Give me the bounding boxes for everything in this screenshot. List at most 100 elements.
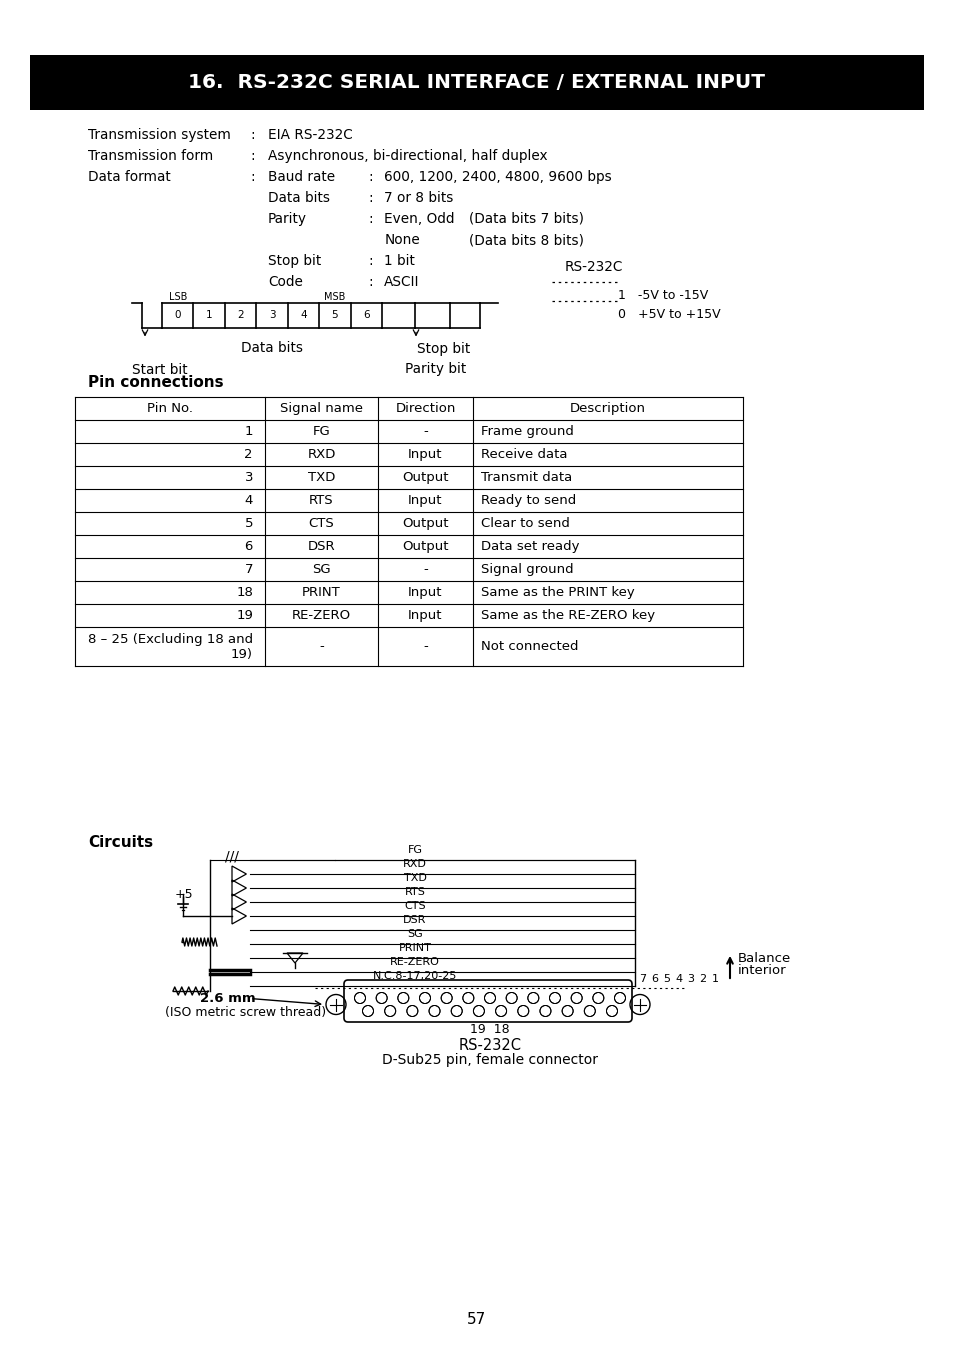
Text: 5: 5: [662, 973, 670, 984]
Text: TXD: TXD: [308, 471, 335, 485]
Text: 18: 18: [236, 586, 253, 599]
Text: DSR: DSR: [308, 540, 335, 553]
Text: 4: 4: [300, 310, 307, 320]
Text: 0   +5V to +15V: 0 +5V to +15V: [618, 308, 720, 321]
Text: Clear to send: Clear to send: [480, 517, 569, 531]
Text: 19: 19: [236, 609, 253, 622]
Text: :: :: [368, 254, 373, 269]
Text: Baud rate: Baud rate: [268, 170, 335, 184]
Text: :: :: [368, 170, 373, 184]
Text: Output: Output: [402, 471, 448, 485]
Text: 2.6 mm: 2.6 mm: [200, 992, 255, 1004]
Text: RXD: RXD: [307, 448, 335, 460]
Text: -: -: [423, 425, 428, 437]
Text: DSR: DSR: [403, 915, 426, 925]
Text: Transmit data: Transmit data: [480, 471, 572, 485]
Text: TXD: TXD: [403, 873, 426, 883]
Text: RXD: RXD: [402, 859, 427, 869]
Text: RTS: RTS: [404, 887, 425, 896]
Text: Transmission system: Transmission system: [88, 128, 231, 142]
Text: -: -: [423, 640, 428, 653]
Text: -: -: [423, 563, 428, 576]
Text: 19  18: 19 18: [470, 1023, 509, 1035]
Text: Stop bit: Stop bit: [416, 342, 470, 355]
Text: 3: 3: [687, 973, 694, 984]
Text: (Data bits 7 bits): (Data bits 7 bits): [469, 212, 583, 225]
Text: SG: SG: [407, 929, 422, 940]
Text: Circuits: Circuits: [88, 836, 153, 850]
Text: CTS: CTS: [309, 517, 334, 531]
Text: Not connected: Not connected: [480, 640, 578, 653]
Text: PRINT: PRINT: [398, 944, 431, 953]
Text: Input: Input: [408, 494, 442, 508]
Text: +5: +5: [174, 887, 193, 900]
Text: Data format: Data format: [88, 170, 171, 184]
Text: Receive data: Receive data: [480, 448, 567, 460]
Text: Output: Output: [402, 517, 448, 531]
Text: LSB: LSB: [169, 292, 187, 301]
Text: Parity: Parity: [268, 212, 307, 225]
Text: 16.  RS-232C SERIAL INTERFACE / EXTERNAL INPUT: 16. RS-232C SERIAL INTERFACE / EXTERNAL …: [189, 73, 764, 92]
Text: Signal ground: Signal ground: [480, 563, 573, 576]
Text: RE-ZERO: RE-ZERO: [390, 957, 439, 967]
Text: 1   -5V to -15V: 1 -5V to -15V: [618, 289, 707, 302]
Text: D-Sub25 pin, female connector: D-Sub25 pin, female connector: [381, 1053, 598, 1066]
Text: :: :: [368, 190, 373, 205]
Text: (ISO metric screw thread): (ISO metric screw thread): [165, 1006, 326, 1019]
Text: 6: 6: [362, 310, 369, 320]
Text: Input: Input: [408, 448, 442, 460]
Text: :: :: [250, 148, 254, 163]
Text: Stop bit: Stop bit: [268, 254, 321, 269]
Text: PRINT: PRINT: [302, 586, 340, 599]
Text: Same as the PRINT key: Same as the PRINT key: [480, 586, 634, 599]
Text: 600, 1200, 2400, 4800, 9600 bps: 600, 1200, 2400, 4800, 9600 bps: [384, 170, 611, 184]
Text: Data bits: Data bits: [241, 342, 303, 355]
Text: ///: ///: [225, 849, 238, 863]
Text: :: :: [250, 128, 254, 142]
Text: Pin No.: Pin No.: [147, 402, 193, 414]
Text: interior: interior: [738, 964, 786, 977]
Text: 5: 5: [332, 310, 337, 320]
Text: 7: 7: [244, 563, 253, 576]
Text: ASCII: ASCII: [384, 275, 419, 289]
Text: Data set ready: Data set ready: [480, 540, 578, 553]
FancyBboxPatch shape: [344, 980, 631, 1022]
Text: 1: 1: [711, 973, 718, 984]
Text: 5: 5: [244, 517, 253, 531]
Text: Data bits: Data bits: [268, 190, 330, 205]
Text: 2: 2: [244, 448, 253, 460]
Text: 3: 3: [244, 471, 253, 485]
Text: FG: FG: [407, 845, 422, 855]
Text: Transmission form: Transmission form: [88, 148, 213, 163]
Text: 2: 2: [699, 973, 706, 984]
Text: Same as the RE-ZERO key: Same as the RE-ZERO key: [480, 609, 655, 622]
Text: RTS: RTS: [309, 494, 334, 508]
Text: None: None: [385, 234, 420, 247]
Text: Input: Input: [408, 586, 442, 599]
Text: Input: Input: [408, 609, 442, 622]
Text: Direction: Direction: [395, 402, 456, 414]
Text: SG: SG: [312, 563, 331, 576]
Text: Output: Output: [402, 540, 448, 553]
Text: Code: Code: [268, 275, 302, 289]
Text: 2: 2: [237, 310, 244, 320]
Text: 4: 4: [244, 494, 253, 508]
Text: 3: 3: [269, 310, 275, 320]
Text: RS-232C: RS-232C: [458, 1038, 521, 1053]
Text: Asynchronous, bi-directional, half duplex: Asynchronous, bi-directional, half duple…: [268, 148, 547, 163]
Text: Ready to send: Ready to send: [480, 494, 576, 508]
Text: (Data bits 8 bits): (Data bits 8 bits): [469, 234, 583, 247]
Text: 6: 6: [651, 973, 658, 984]
Text: MSB: MSB: [324, 292, 345, 301]
Text: Start bit: Start bit: [132, 363, 188, 377]
Text: 7: 7: [639, 973, 646, 984]
Text: RE-ZERO: RE-ZERO: [292, 609, 351, 622]
Text: 8 – 25 (Excluding 18 and
19): 8 – 25 (Excluding 18 and 19): [88, 633, 253, 660]
Text: Balance: Balance: [738, 952, 790, 964]
Text: RS-232C: RS-232C: [564, 261, 622, 274]
Text: N.C.8-17,20-25: N.C.8-17,20-25: [373, 971, 456, 981]
Text: Frame ground: Frame ground: [480, 425, 574, 437]
Text: :: :: [250, 170, 254, 184]
Text: 6: 6: [244, 540, 253, 553]
Text: :: :: [368, 275, 373, 289]
